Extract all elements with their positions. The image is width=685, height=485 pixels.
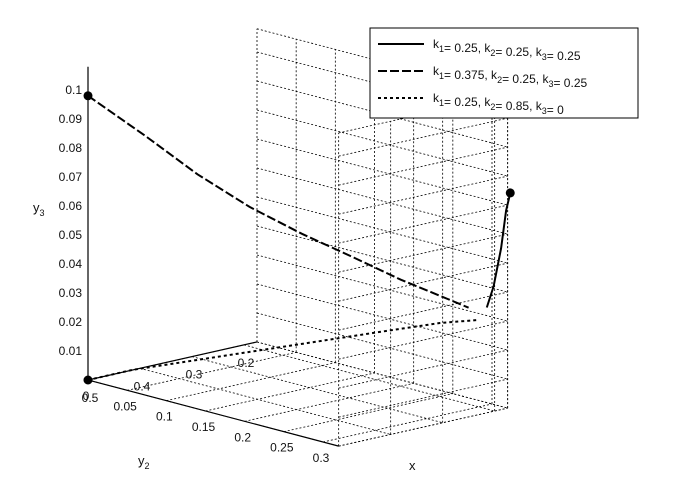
series-2-start-marker [83,91,93,101]
wall-gridline [256,138,508,206]
legend-label-1: k1= 0.25, k2= 0.25, k3= 0.25 [433,37,581,63]
tick-label: 0.4 [134,379,151,393]
series [83,91,515,385]
legend-label-3: k1= 0.25, k2= 0.85, k3= 0 [433,91,564,117]
tick-labels: 0.01 0.02 0.03 0.04 0.05 0.06 0.07 0.08 0.09 0.1 0… [59,83,330,465]
wall-gridline [338,320,508,360]
tick-label: 0.03 [59,286,83,300]
tick-label: 0.01 [59,344,83,358]
wall-gridline [256,225,508,293]
y3-axis-label: y3 [33,200,45,218]
wall-gridline [338,204,508,244]
wall-gridline [338,233,508,273]
tick-label: 0.3 [186,368,203,382]
floor-gridline [205,372,375,412]
wall-gridline [256,109,508,177]
tick-label: 0.3 [313,451,330,465]
floor-gridline [191,356,443,424]
tick-label: 0.06 [59,199,83,213]
tick-label: 0.1 [156,410,173,424]
x-axis-line [87,379,339,447]
tick-label: 0.2 [234,430,251,444]
series-1-line [485,192,512,308]
tick-label: 0.1 [65,83,82,97]
wall-gridline [256,312,508,380]
wall-gridline [338,262,508,302]
wall-gridline [338,291,508,331]
tick-label: 0.05 [59,228,83,242]
tick-label: 0.25 [270,441,294,455]
floor-gridline [127,351,297,391]
wall-gridline [256,167,508,235]
x-axis-label: x [409,458,416,473]
floor-gridline [322,403,493,443]
wall-gridline [338,175,508,215]
y2-axis-line [87,341,258,381]
wall-gridline [256,341,508,409]
tick-label: 0.15 [192,420,216,434]
wall-gridline [338,349,508,389]
wall-gridline [256,196,508,264]
wall-gridline [338,146,508,186]
floor-gridline [243,344,495,412]
grid [87,28,509,447]
wall-gridline [256,283,508,351]
tick-label: 0.07 [59,170,83,184]
tick-label: 0.2 [238,356,255,370]
tick-label: 0.08 [59,141,83,155]
floor-gridline [166,362,336,402]
tick-label: 0.02 [59,315,83,329]
tick-label: 0.5 [82,391,99,405]
y2-axis-label: y2 [138,453,150,471]
tick-label: 0 [83,389,90,403]
series-1-start-marker [505,188,515,198]
floor-gridline [244,382,414,422]
tick-label: 0.04 [59,257,83,271]
tick-label: 0.09 [59,112,83,126]
wall-gridline [338,378,508,418]
tick-label: 0.05 [113,399,137,413]
wall-gridline [338,117,508,157]
floor-gridline [139,367,391,435]
series-3-start-marker [83,375,93,385]
floor-gridline [283,393,453,433]
wall-gridline [256,254,508,322]
series-3-line [87,318,480,381]
legend-label-2: k1= 0.375, k2= 0.25, k3= 0.25 [433,64,587,90]
wall-gridline [338,407,508,447]
series-2-line [87,94,469,309]
